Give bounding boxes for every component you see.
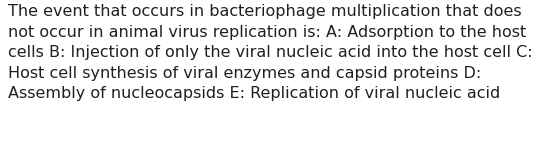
Text: The event that occurs in bacteriophage multiplication that does
not occur in ani: The event that occurs in bacteriophage m… xyxy=(8,4,533,101)
